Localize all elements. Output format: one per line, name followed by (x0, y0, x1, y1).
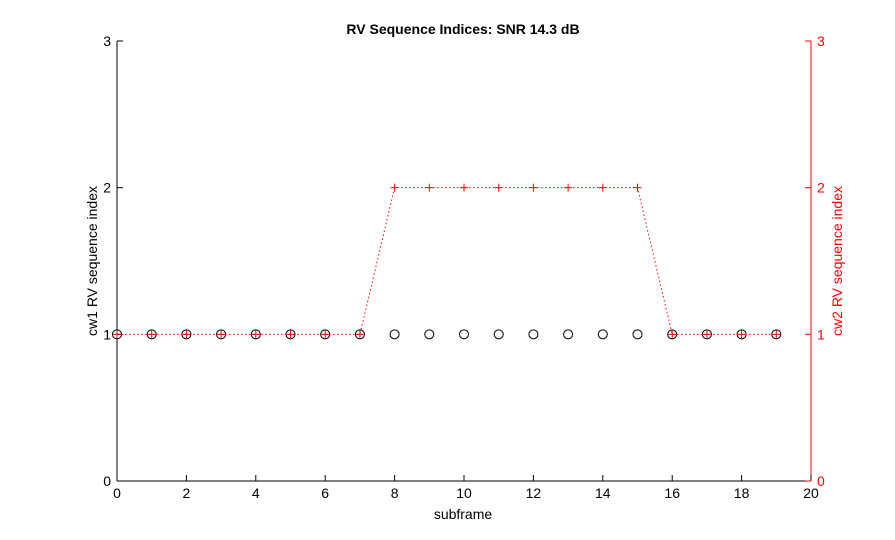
series-2 (113, 183, 781, 339)
plus-marker (182, 330, 191, 339)
plus-marker (494, 183, 503, 192)
plus-marker (598, 183, 607, 192)
circle-marker (632, 329, 643, 340)
x-tick-label: 10 (456, 485, 472, 501)
plus-marker (113, 330, 121, 339)
circle-marker (459, 329, 469, 340)
circle-marker (389, 329, 400, 340)
plus-marker (668, 330, 677, 339)
plus-marker (217, 330, 226, 339)
plus-marker (390, 183, 399, 192)
plus-marker (772, 330, 781, 339)
circle-marker (563, 329, 574, 340)
x-tick-label: 18 (734, 485, 750, 501)
series-2-line (117, 187, 777, 335)
x-tick-label: 2 (183, 485, 191, 501)
series-layer (112, 183, 782, 340)
circle-marker (493, 329, 504, 340)
y-tick-label-left: 3 (103, 33, 111, 49)
circle-marker (146, 329, 157, 340)
x-tick-label: 20 (803, 485, 819, 501)
y-tick-label-right: 3 (817, 33, 825, 49)
circle-marker (424, 329, 435, 340)
y-tick-label-right: 1 (817, 326, 825, 342)
x-tick-label: 0 (113, 485, 121, 501)
plus-marker (737, 330, 746, 339)
x-tick-label: 6 (321, 485, 329, 501)
plus-marker (355, 330, 364, 339)
plus-marker (633, 183, 642, 192)
plus-marker (460, 183, 468, 192)
series-1 (112, 329, 782, 340)
plus-marker (147, 330, 156, 339)
plus-marker (702, 330, 711, 339)
y-tick-label-left: 0 (103, 473, 111, 489)
circle-marker (597, 329, 608, 340)
circle-marker (771, 329, 782, 340)
chart-title: RV Sequence Indices: SNR 14.3 dB (346, 21, 579, 37)
circle-marker (354, 329, 365, 340)
y-tick-label-right: 2 (817, 180, 825, 196)
y-tick-label-left: 2 (103, 180, 111, 196)
x-tick-label: 4 (252, 485, 260, 501)
plus-marker (564, 183, 573, 192)
x-axis-label: subframe (434, 506, 493, 522)
plus-marker (321, 330, 330, 339)
plus-marker (251, 330, 260, 339)
x-tick-label: 16 (664, 485, 680, 501)
plus-marker (286, 330, 295, 339)
circle-marker (667, 329, 678, 340)
y-tick-label-left: 1 (103, 326, 111, 342)
circle-marker (528, 329, 539, 340)
x-tick-label: 12 (526, 485, 542, 501)
plot-area (116, 41, 812, 482)
x-tick-label: 14 (595, 485, 611, 501)
plus-marker (529, 183, 538, 192)
circle-marker (250, 329, 261, 340)
plus-marker (425, 183, 434, 192)
x-tick-label: 8 (391, 485, 399, 501)
y-tick-label-right: 0 (817, 473, 825, 489)
y-axis-label-left: cw1 RV sequence index (84, 186, 100, 336)
y-axis-label-right: cw2 RV sequence index (829, 186, 845, 336)
